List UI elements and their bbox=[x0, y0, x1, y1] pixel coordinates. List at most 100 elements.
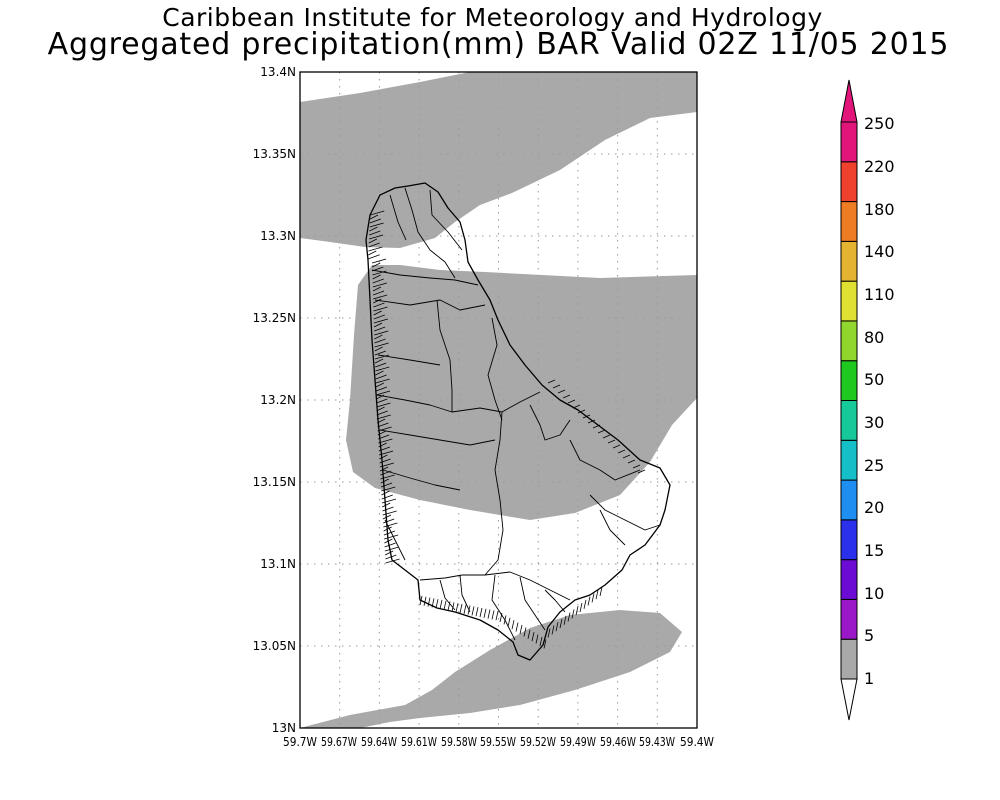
coastal-drainage-line bbox=[607, 439, 616, 444]
lat-tick-label: 13.1N bbox=[260, 557, 296, 571]
colorbar-label: 110 bbox=[864, 285, 895, 304]
coastal-drainage-line bbox=[539, 636, 543, 647]
coastal-drainage-line bbox=[383, 522, 398, 528]
coastal-drainage-line bbox=[372, 286, 382, 292]
coastal-drainage-line bbox=[381, 486, 396, 492]
coastal-drainage-line bbox=[547, 628, 551, 638]
coastal-drainage-line bbox=[617, 449, 626, 454]
coastal-drainage-line bbox=[372, 282, 387, 288]
watershed-line bbox=[384, 519, 406, 561]
coastal-drainage-line bbox=[369, 222, 384, 228]
coastal-drainage-line bbox=[369, 226, 378, 232]
coastal-drainage-line bbox=[384, 534, 399, 540]
watershed-line bbox=[404, 187, 456, 279]
coastal-drainage-line bbox=[375, 362, 387, 368]
coastal-drainage-line bbox=[567, 399, 576, 404]
coastal-drainage-line bbox=[376, 402, 391, 408]
watershed-line bbox=[519, 576, 546, 631]
coastal-drainage-line bbox=[427, 597, 431, 607]
coastal-drainage-line bbox=[491, 610, 495, 620]
watershed-line bbox=[376, 391, 541, 413]
coastal-drainage-line bbox=[567, 612, 571, 622]
watershed-line bbox=[529, 404, 571, 441]
coastal-drainage-line bbox=[552, 384, 561, 389]
coastal-drainage-line bbox=[447, 601, 451, 611]
coastal-drainage-line bbox=[571, 609, 575, 619]
colorbar-label: 80 bbox=[864, 328, 884, 347]
watershed-line bbox=[379, 429, 496, 446]
coastal-drainage-line bbox=[378, 450, 394, 456]
coastal-drainage-line bbox=[592, 424, 601, 429]
coastal-drainage-line bbox=[467, 605, 471, 615]
coastal-drainage-line bbox=[382, 514, 392, 520]
lon-tick-label: 59.7W bbox=[283, 735, 317, 749]
watershed-line bbox=[484, 411, 504, 576]
colorbar-segment bbox=[840, 320, 858, 362]
colorbar-label: 220 bbox=[864, 157, 895, 176]
coastal-drainage-line bbox=[595, 590, 599, 600]
colorbar-segment bbox=[840, 201, 858, 242]
coastal-drainage-line bbox=[369, 218, 381, 224]
coastal-drainage-line bbox=[371, 258, 387, 264]
coastal-drainage-line bbox=[587, 596, 591, 606]
colorbar-segment bbox=[840, 240, 858, 282]
coastal-drainage-line bbox=[563, 615, 567, 625]
coastal-drainage-line bbox=[369, 214, 379, 220]
coastal-drainage-line bbox=[375, 394, 385, 400]
watershed-line bbox=[589, 494, 661, 531]
colorbar-segment bbox=[840, 439, 858, 481]
coastal-drainage-line bbox=[375, 382, 384, 388]
colorbar-segment bbox=[840, 479, 858, 521]
lon-tick-label: 59.52W bbox=[520, 735, 556, 749]
coastal-drainage-line bbox=[423, 596, 427, 606]
coastal-drainage-line bbox=[382, 506, 394, 512]
coastal-drainage-line bbox=[535, 634, 539, 644]
barbados-coastline bbox=[365, 182, 671, 661]
coastal-drainage-line bbox=[374, 338, 386, 344]
colorbar-segment bbox=[840, 400, 858, 441]
plot-frame bbox=[299, 71, 698, 729]
coastal-drainage-line bbox=[507, 617, 511, 627]
coastal-drainage-line bbox=[495, 611, 499, 621]
coastal-drainage-line bbox=[374, 346, 383, 352]
lon-tick-label: 59.58W bbox=[441, 735, 477, 749]
watershed-line bbox=[429, 189, 463, 251]
coastal-drainage-line bbox=[373, 306, 388, 312]
lat-tick-label: 13.05N bbox=[253, 639, 296, 653]
coastal-drainage-line bbox=[487, 609, 491, 619]
coastal-drainage-line bbox=[376, 414, 391, 420]
lat-tick-label: 13.2N bbox=[260, 393, 296, 407]
coastal-drainage-line bbox=[511, 620, 515, 630]
watershed-line bbox=[389, 194, 407, 241]
coastal-drainage-line bbox=[479, 607, 483, 618]
colorbar-label: 20 bbox=[864, 498, 884, 517]
lon-tick-label: 59.46W bbox=[600, 735, 636, 749]
coastal-drainage-line bbox=[380, 470, 392, 476]
coastal-drainage-line bbox=[431, 598, 435, 608]
coastal-drainage-line bbox=[527, 629, 531, 639]
precip-area-central bbox=[346, 265, 697, 520]
coastal-drainage-line bbox=[384, 550, 394, 556]
coastal-drainage-line bbox=[577, 409, 586, 414]
coastal-drainage-line bbox=[373, 302, 385, 308]
map-title: Caribbean Institute for Meteorology and … bbox=[162, 3, 823, 32]
coastal-drainage-line bbox=[373, 322, 383, 328]
coastal-drainage-line bbox=[515, 622, 519, 632]
coastal-drainage-line bbox=[551, 625, 555, 635]
colorbar-label: 30 bbox=[864, 413, 884, 432]
coastal-drainage-line bbox=[384, 538, 393, 544]
coastal-drainage-line bbox=[378, 442, 387, 448]
colorbar-label: 140 bbox=[864, 242, 895, 261]
coastal-drainage-line bbox=[380, 478, 389, 484]
coastal-drainage-line bbox=[471, 606, 475, 616]
colorbar-upper-arrow bbox=[840, 79, 858, 123]
coastal-drainage-line bbox=[370, 210, 385, 216]
coastal-drainage-line bbox=[379, 454, 388, 460]
coastal-drainage-line bbox=[375, 390, 391, 396]
coastal-drainage-line bbox=[378, 438, 393, 444]
coastal-drainage-line bbox=[385, 554, 397, 560]
coastal-drainage-line bbox=[379, 462, 394, 468]
coastal-drainage-line bbox=[376, 406, 385, 412]
watershed-line bbox=[439, 579, 456, 611]
